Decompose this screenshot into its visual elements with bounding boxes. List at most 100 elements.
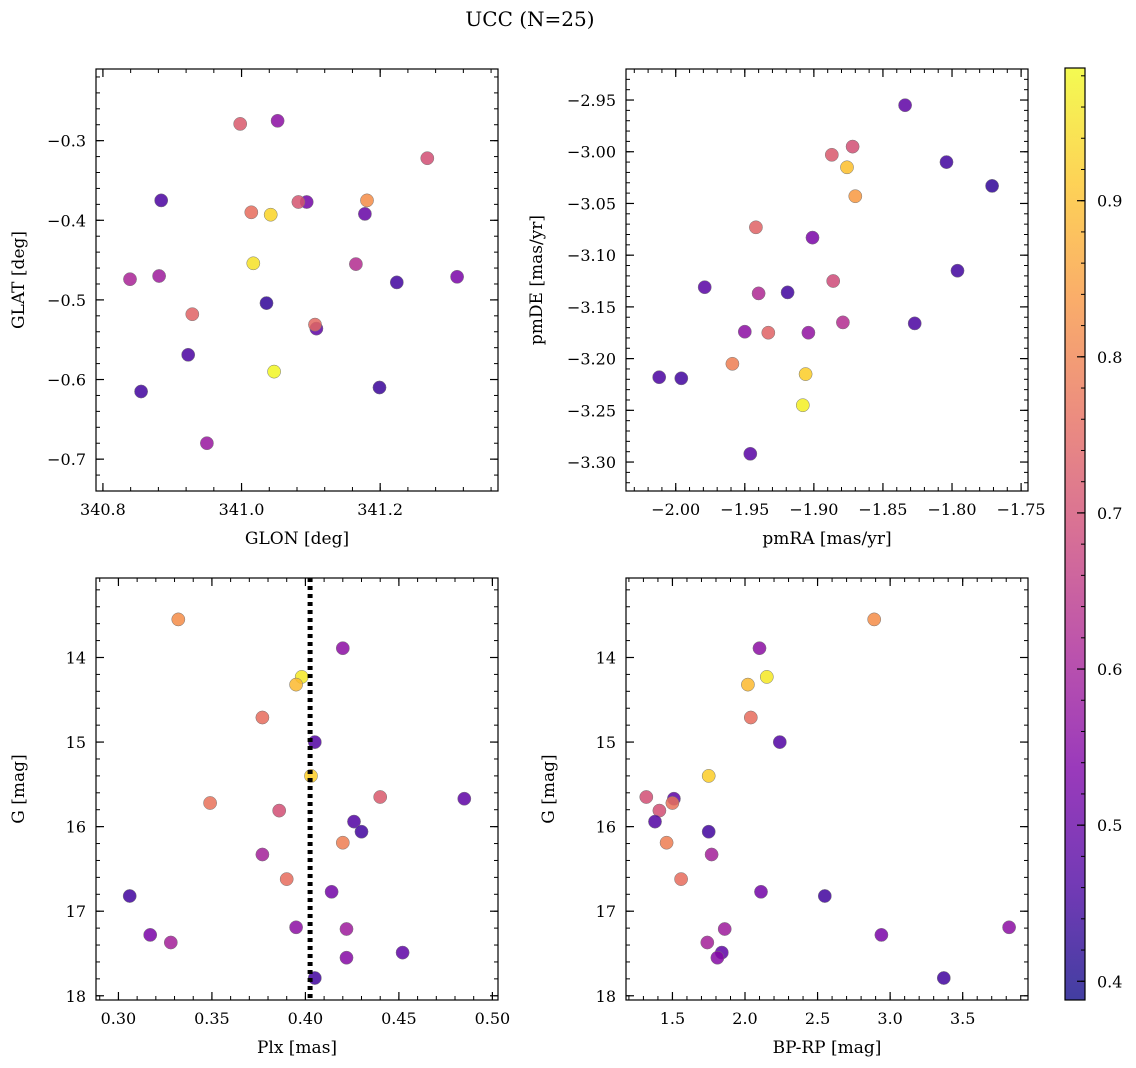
bprp-g-point-1 [752,641,767,656]
glon-glat-point-22 [372,380,387,395]
glon-glat-point-11 [358,207,372,221]
plx-g-point-14 [255,847,270,862]
pmra-pmde-point-17 [761,325,776,340]
glon-glat-point-2 [267,364,281,379]
plx-g-point-3 [289,677,303,692]
glon-glat-y-tick-label: −0.7 [47,450,86,469]
bprp-g-point-13 [659,835,674,850]
plx-g-panel: 0.30 0.35 0.40 0.45 0.50 14 15 16 17 18 Plx [mas] G… [9,577,511,1058]
plx-g-point-7 [457,791,472,806]
glon-glat-point-19 [185,307,200,322]
glon-glat-point-20 [308,317,322,332]
pmra-pmde-y-axis-label: pmDE [mas/yr] [527,215,547,345]
plx-g-y-tick-label: 15 [66,733,86,752]
plx-g-point-16 [324,884,339,899]
colorbar-tick-label: 0.7 [1097,504,1122,523]
bprp-g-y-tick-label: 14 [596,648,616,667]
glon-glat-point-9 [291,195,306,209]
bprp-g-point-17 [817,889,832,903]
plx-g-point-0 [171,612,186,627]
colorbar-tick-label: 0.4 [1097,972,1122,991]
glon-glat-point-17 [450,269,464,284]
plx-g-point-21 [163,935,178,950]
pmra-pmde-point-16 [737,324,752,339]
plx-g-point-17 [122,889,137,903]
bprp-g-point-18 [1002,920,1016,935]
glon-glat-y-tick-label: −0.4 [47,211,86,230]
pmra-pmde-point-4 [939,155,954,169]
pmra-pmde-point-1 [845,139,860,154]
glon-glat-point-24 [200,436,214,451]
colorbar-tick-label: 0.5 [1097,816,1122,835]
plx-g-y-axis-label: G [mag] [9,754,29,823]
glon-glat-panel: 340.8 341.0 341.2 −0.7 −0.6 −0.5 −0.4 −0.3 GLON … [9,68,499,549]
glon-glat-y-tick-label: −0.3 [47,132,86,151]
plx-g-point-20 [143,928,158,942]
pmra-pmde-point-22 [798,367,813,381]
plx-g-x-tick-label: 0.50 [475,1009,511,1028]
pmra-pmde-point-10 [826,274,841,288]
plx-g-point-9 [203,796,217,810]
bprp-g-point-0 [867,612,882,627]
bprp-g-y-axis-label: G [mag] [539,754,559,823]
pmra-pmde-y-tick-label: −3.10 [567,246,616,265]
pmra-pmde-point-14 [836,315,850,330]
bprp-g-x-tick-label: 2.5 [805,1009,830,1028]
pmra-pmde-x-tick-label: −2.00 [651,500,700,519]
bprp-g-point-12 [701,824,716,839]
glon-glat-point-3 [270,113,285,128]
plx-g-point-4 [255,710,270,725]
colorbar-tick-label: 0.9 [1097,192,1122,211]
glon-glat-point-14 [123,272,137,287]
bprp-g-point-5 [772,735,787,749]
plx-g-y-tick-label: 14 [66,648,86,667]
glon-glat-point-21 [181,347,196,362]
glon-glat-point-4 [233,117,248,131]
pmra-pmde-point-19 [725,356,740,371]
pmra-pmde-point-15 [907,316,922,331]
bprp-g-panel: 1.5 2.0 2.5 3.0 3.5 14 15 16 17 18 BP-RP [mag] G [m… [539,577,1029,1058]
glon-glat-point-13 [349,257,363,271]
pmra-pmde-point-12 [751,286,766,301]
plx-g-point-23 [339,950,354,965]
pmra-pmde-point-18 [801,325,816,340]
pmra-pmde-point-21 [674,371,689,386]
plx-g-point-13 [335,835,350,850]
bprp-g-point-2 [759,670,774,684]
plx-g-y-tick-label: 18 [66,987,86,1006]
glon-glat-point-5 [420,151,435,166]
pmra-pmde-frame [625,68,1029,492]
pmra-pmde-y-tick-label: −3.30 [567,453,616,472]
plx-g-x-tick-label: 0.30 [101,1009,137,1028]
pmra-pmde-point-13 [780,285,795,300]
bprp-g-point-15 [674,872,688,886]
colorbar-tick-label: 0.8 [1097,348,1122,367]
bprp-g-point-4 [743,710,758,725]
bprp-g-y-tick-label: 17 [596,902,616,921]
bprp-g-y-tick-label: 18 [596,987,616,1006]
plx-g-x-tick-label: 0.40 [288,1009,324,1028]
pmra-pmde-point-23 [795,398,810,413]
bprp-g-point-23 [710,950,725,965]
plx-g-frame [95,577,499,1001]
bprp-g-point-20 [874,928,889,942]
bprp-g-x-tick-label: 2.0 [732,1009,757,1028]
bprp-g-point-19 [717,922,732,936]
glon-glat-point-6 [154,193,169,208]
plx-g-point-1 [335,641,350,656]
plx-g-x-axis-label: Plx [mas] [257,1038,337,1058]
plx-g-point-10 [272,803,287,818]
pmra-pmde-point-8 [805,230,820,245]
bprp-g-y-tick-label: 15 [596,733,616,752]
glon-glat-point-10 [360,193,374,208]
glon-glat-x-tick-label: 341.2 [357,500,403,519]
glon-glat-point-8 [263,207,278,222]
bprp-g-y-tick-label: 16 [596,818,616,837]
bprp-g-x-tick-label: 3.5 [950,1009,975,1028]
bprp-g-x-tick-label: 3.0 [877,1009,902,1028]
glon-glat-point-15 [152,269,166,283]
bprp-g-x-tick-label: 1.5 [660,1009,685,1028]
bprp-g-point-3 [741,677,755,692]
pmra-pmde-point-0 [898,98,912,113]
pmra-pmde-point-6 [848,189,863,204]
